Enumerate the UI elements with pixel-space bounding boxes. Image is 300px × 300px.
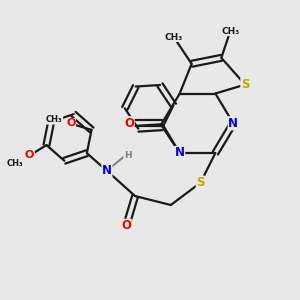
Text: CH₃: CH₃ bbox=[165, 33, 183, 42]
Text: O: O bbox=[25, 150, 34, 160]
Text: H: H bbox=[124, 152, 131, 160]
Text: S: S bbox=[241, 78, 249, 91]
Text: CH₃: CH₃ bbox=[46, 115, 63, 124]
Text: N: N bbox=[228, 117, 238, 130]
Text: O: O bbox=[121, 219, 131, 232]
Text: S: S bbox=[196, 176, 205, 189]
Text: CH₃: CH₃ bbox=[6, 159, 23, 168]
Text: CH₃: CH₃ bbox=[221, 27, 239, 36]
Text: O: O bbox=[66, 118, 75, 128]
Text: N: N bbox=[175, 146, 185, 160]
Text: O: O bbox=[124, 117, 134, 130]
Text: N: N bbox=[102, 164, 112, 177]
